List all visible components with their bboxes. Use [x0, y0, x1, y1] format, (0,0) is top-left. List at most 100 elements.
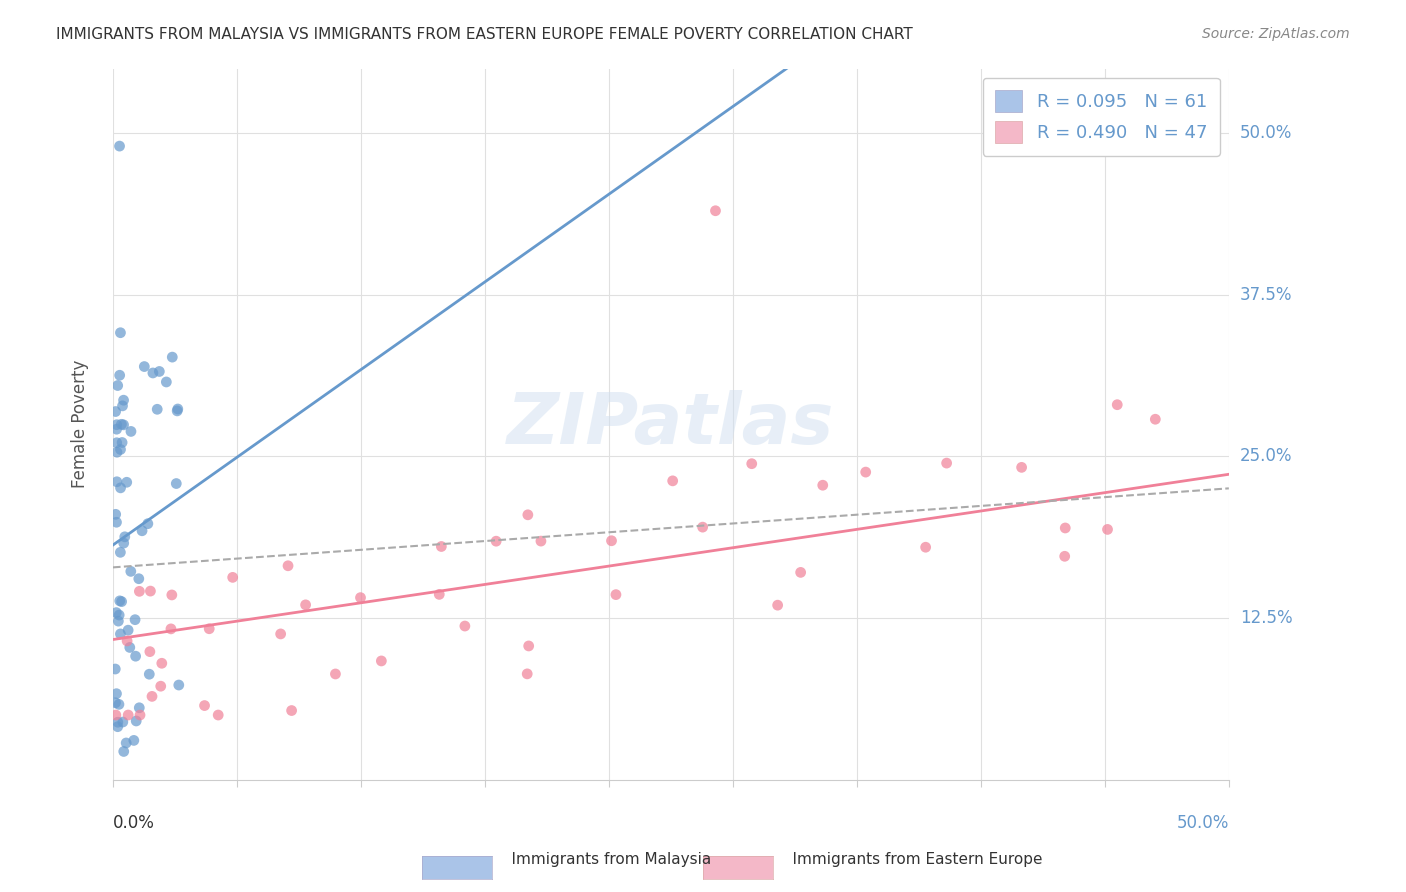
Point	[105, 475, 128, 489]
Point	[108, 698, 131, 712]
Point	[104, 708, 127, 723]
Point	[600, 533, 623, 548]
Point	[107, 715, 129, 730]
Point	[605, 588, 627, 602]
Text: Source: ZipAtlas.com: Source: ZipAtlas.com	[1202, 27, 1350, 41]
Point	[108, 608, 131, 623]
Point	[149, 679, 172, 693]
Point	[1053, 549, 1076, 564]
Point	[105, 515, 128, 529]
Point	[325, 667, 347, 681]
Text: 37.5%: 37.5%	[1240, 285, 1292, 304]
Point	[110, 417, 132, 432]
Point	[104, 404, 127, 418]
Point	[1107, 398, 1129, 412]
Point	[111, 399, 134, 413]
Point	[704, 203, 727, 218]
Point	[108, 594, 131, 608]
Point	[1144, 412, 1167, 426]
Point	[1054, 521, 1077, 535]
Point	[108, 368, 131, 383]
Point	[349, 591, 371, 605]
Point	[110, 326, 132, 340]
Point	[104, 508, 127, 522]
Point	[294, 598, 316, 612]
Point	[165, 476, 187, 491]
Point	[112, 536, 135, 550]
Legend: R = 0.095   N = 61, R = 0.490   N = 47: R = 0.095 N = 61, R = 0.490 N = 47	[983, 78, 1220, 156]
Point	[766, 598, 789, 612]
Point	[110, 545, 132, 559]
Point	[104, 662, 127, 676]
Point	[134, 359, 156, 374]
Text: ZIPatlas: ZIPatlas	[508, 390, 835, 458]
Point	[167, 678, 190, 692]
Point	[141, 690, 163, 704]
Point	[111, 714, 134, 729]
Point	[280, 704, 302, 718]
Point	[162, 350, 184, 364]
Point	[112, 744, 135, 758]
Point	[136, 516, 159, 531]
Point	[110, 594, 132, 608]
Point	[155, 375, 177, 389]
Point	[110, 481, 132, 495]
Point	[148, 364, 170, 378]
Point	[427, 587, 450, 601]
Point	[105, 445, 128, 459]
Point	[811, 478, 834, 492]
Point	[107, 720, 129, 734]
Point	[115, 475, 138, 490]
Point	[124, 649, 146, 664]
Point	[115, 736, 138, 750]
Text: 50.0%: 50.0%	[1177, 814, 1229, 832]
Point	[207, 708, 229, 723]
Point	[129, 708, 152, 723]
Text: 50.0%: 50.0%	[1240, 124, 1292, 142]
Point	[517, 639, 540, 653]
Point	[1011, 460, 1033, 475]
Point	[370, 654, 392, 668]
Point	[789, 566, 811, 580]
Point	[107, 378, 129, 392]
Point	[139, 584, 162, 599]
Point	[692, 520, 714, 534]
Point	[485, 534, 508, 549]
Point	[104, 696, 127, 710]
Point	[105, 606, 128, 620]
Point	[117, 708, 139, 723]
Point	[935, 456, 957, 470]
Point	[105, 687, 128, 701]
Point	[139, 645, 162, 659]
Y-axis label: Female Poverty: Female Poverty	[72, 359, 89, 488]
Point	[128, 584, 150, 599]
Text: Immigrants from Malaysia: Immigrants from Malaysia	[492, 852, 711, 867]
Point	[124, 613, 146, 627]
Point	[516, 666, 538, 681]
Point	[193, 698, 215, 713]
Text: IMMIGRANTS FROM MALAYSIA VS IMMIGRANTS FROM EASTERN EUROPE FEMALE POVERTY CORREL: IMMIGRANTS FROM MALAYSIA VS IMMIGRANTS F…	[56, 27, 912, 42]
Text: Immigrants from Eastern Europe: Immigrants from Eastern Europe	[773, 852, 1043, 867]
Point	[741, 457, 763, 471]
Point	[105, 417, 128, 432]
Text: 25.0%: 25.0%	[1240, 448, 1292, 466]
Point	[131, 524, 153, 538]
Point	[166, 402, 188, 417]
Point	[160, 588, 183, 602]
Point	[914, 540, 936, 554]
Point	[128, 700, 150, 714]
Point	[516, 508, 538, 522]
Point	[105, 422, 128, 436]
Text: 0.0%: 0.0%	[112, 814, 155, 832]
Point	[107, 614, 129, 628]
Point	[150, 657, 173, 671]
Text: 12.5%: 12.5%	[1240, 609, 1292, 627]
Point	[277, 558, 299, 573]
Point	[105, 435, 128, 450]
Point	[530, 534, 553, 549]
Point	[112, 393, 135, 408]
Point	[125, 714, 148, 728]
Point	[110, 627, 132, 641]
Point	[454, 619, 477, 633]
Point	[111, 435, 134, 450]
